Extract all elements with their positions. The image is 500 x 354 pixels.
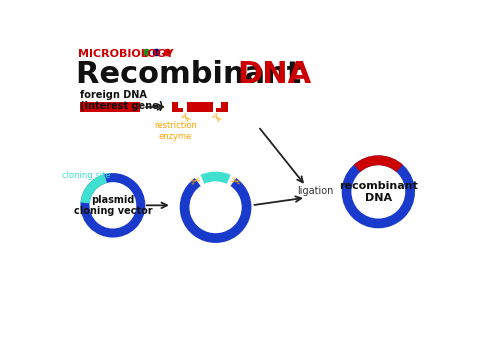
Text: ligation: ligation [297,186,334,196]
FancyBboxPatch shape [172,108,184,112]
FancyBboxPatch shape [222,102,228,108]
Text: ✂: ✂ [176,110,193,127]
FancyBboxPatch shape [80,102,140,112]
Text: ✂: ✂ [207,110,224,127]
Text: ✂: ✂ [188,174,203,190]
Text: plasmid
cloning vector: plasmid cloning vector [74,195,152,216]
Text: DNA: DNA [238,60,312,89]
FancyBboxPatch shape [172,102,178,108]
Text: Recombinant: Recombinant [76,60,312,89]
Text: recombinant
DNA: recombinant DNA [339,181,418,202]
Text: restriction
enzyme: restriction enzyme [154,121,197,141]
FancyBboxPatch shape [186,102,213,112]
Text: cloning site: cloning site [62,171,111,180]
Text: ✂: ✂ [228,174,242,190]
Text: MICROBIOLOGY: MICROBIOLOGY [78,50,174,59]
FancyBboxPatch shape [216,108,228,112]
Text: foreign DNA
(interest gene): foreign DNA (interest gene) [80,90,163,112]
